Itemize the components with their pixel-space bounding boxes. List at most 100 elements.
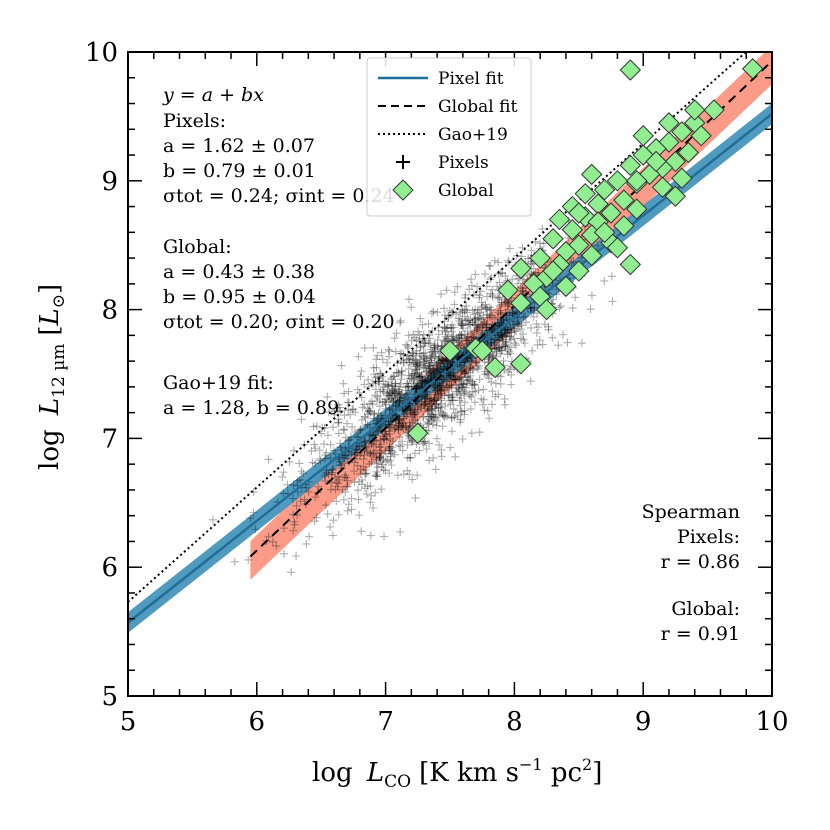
pixel-point [423, 402, 432, 411]
pixel-point [552, 290, 561, 299]
pixel-point [402, 412, 411, 421]
pixel-point [472, 358, 481, 367]
pixel-point [540, 320, 549, 329]
pixel-point [428, 364, 437, 373]
pixel-point [447, 370, 456, 379]
pixel-point [421, 399, 430, 408]
global-point [651, 176, 674, 198]
pixel-point [279, 468, 288, 477]
pixel-point [483, 305, 492, 314]
pixel-point [485, 261, 494, 270]
pixel-point [321, 451, 330, 460]
pixel-point [482, 323, 491, 332]
pixel-point [289, 526, 298, 535]
pixel-point [519, 330, 528, 339]
pixel-point [447, 383, 456, 392]
pixel-point [389, 397, 398, 406]
pixel-point [356, 470, 365, 479]
pixel-point [458, 321, 467, 330]
pixel-point [480, 270, 489, 279]
pixel-point [608, 297, 617, 306]
pixel-point [400, 414, 409, 423]
pixel-point [469, 290, 478, 299]
pixel-point [498, 269, 507, 278]
pixel-point [230, 557, 239, 566]
pixel-point [356, 425, 365, 434]
pixel-point [363, 482, 372, 491]
pixel-point [353, 432, 362, 441]
pixel-point [352, 445, 361, 454]
pixel-point [434, 367, 443, 376]
pixel-point [518, 276, 527, 285]
pixel-point [416, 314, 425, 323]
pixel-point [363, 447, 372, 456]
pixel-point [544, 322, 553, 331]
pixel-point [366, 448, 375, 457]
pixel-point [391, 384, 400, 393]
pixel-point [395, 391, 404, 400]
pixel-point [470, 327, 479, 336]
pixel-point [466, 404, 475, 413]
pixel-point [390, 389, 399, 398]
global-point [632, 125, 654, 147]
pixel-point [297, 415, 306, 424]
pixel-point [455, 334, 464, 343]
pixel-point [430, 370, 439, 379]
pixel-point [419, 376, 428, 385]
pixel-point [424, 339, 433, 348]
pixel-point [436, 407, 445, 416]
pixel-point [497, 342, 506, 351]
pixel-point [455, 385, 464, 394]
pixel-point [586, 305, 595, 314]
pixel-point [424, 412, 433, 421]
pixel-point [437, 381, 446, 390]
pixel-point [470, 380, 479, 389]
pixel-point [393, 471, 402, 480]
pixel-point [430, 343, 439, 352]
pixel-point [449, 336, 458, 345]
pixel-point [426, 345, 435, 354]
pixel-point [439, 358, 448, 367]
pixel-point [394, 388, 403, 397]
pixel-point [458, 305, 467, 314]
pixel-point [382, 430, 391, 439]
pixel-point [415, 331, 424, 340]
pixel-point [432, 386, 441, 395]
pixel-point [424, 330, 433, 339]
pixel-point [376, 443, 385, 452]
pixel-point [383, 358, 392, 367]
pixel-point [494, 258, 503, 267]
pixel-point [430, 381, 439, 390]
pixel-point [406, 453, 415, 462]
pixel-point [416, 403, 425, 412]
pixel-point [433, 381, 442, 390]
pixel-point [370, 410, 379, 419]
pixel-point [427, 413, 436, 422]
pixel-point [367, 491, 376, 500]
pixel-point [453, 282, 462, 291]
pixel-point [365, 407, 374, 416]
pixel-point [396, 442, 405, 451]
pixel-point [436, 359, 445, 368]
pixel-point [501, 328, 510, 337]
pixel-point [457, 319, 466, 328]
pixel-point [494, 336, 503, 345]
pixel-point [409, 375, 418, 384]
pixel-point [439, 375, 448, 384]
pixel-point [499, 333, 508, 342]
pixel-point [495, 293, 504, 302]
pixel-point [465, 285, 474, 294]
pixel-point [408, 355, 417, 364]
pixel-point [334, 429, 343, 438]
pixel-point [480, 367, 489, 376]
pixel-point [427, 395, 436, 404]
pixel-point [458, 315, 467, 324]
pixel-point [508, 275, 517, 284]
pixel-point [435, 365, 444, 374]
pixel-point [430, 384, 439, 393]
pixel-point [316, 456, 325, 465]
pixel-point [375, 402, 384, 411]
global-point [497, 279, 519, 301]
pixel-point [419, 330, 428, 339]
pixel-point [393, 359, 402, 368]
